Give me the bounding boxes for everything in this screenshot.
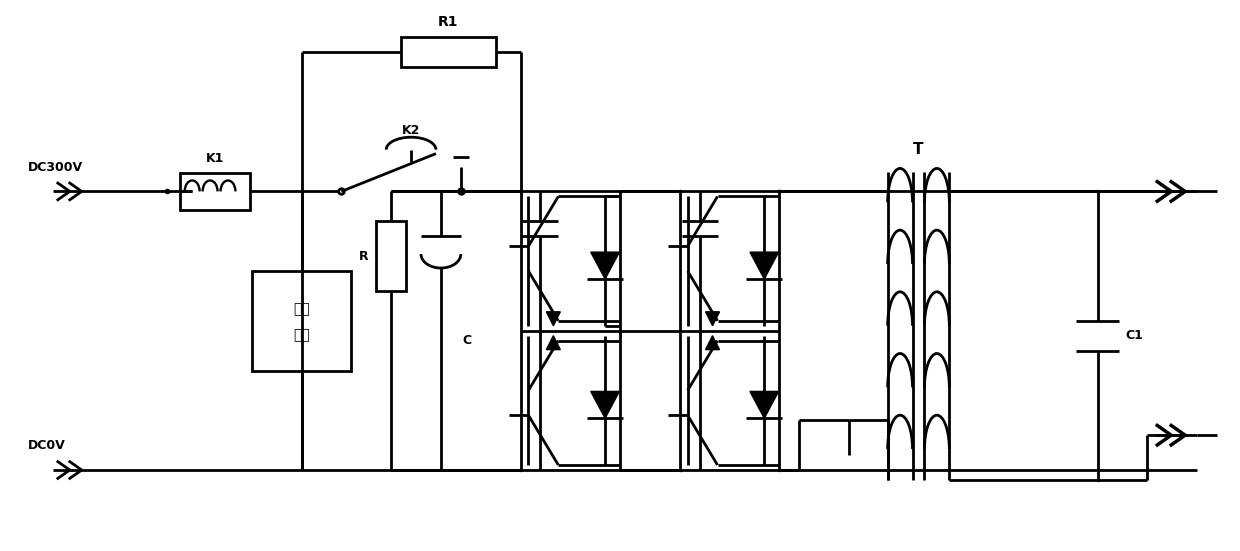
Polygon shape (590, 391, 620, 418)
Bar (252, 271, 351, 370)
Text: DC0V: DC0V (29, 439, 66, 452)
Text: T: T (913, 142, 924, 156)
Text: DC300V: DC300V (29, 160, 83, 174)
Polygon shape (706, 312, 719, 326)
Text: 电路: 电路 (293, 329, 310, 343)
Text: K1: K1 (206, 152, 224, 165)
Polygon shape (750, 252, 779, 279)
Bar (180, 172, 250, 210)
Polygon shape (547, 336, 560, 350)
Polygon shape (750, 391, 779, 418)
Text: K2: K2 (402, 124, 420, 137)
Polygon shape (547, 312, 560, 326)
Text: R1: R1 (438, 15, 459, 29)
Bar (401, 37, 496, 67)
Text: C: C (463, 334, 472, 347)
Polygon shape (590, 252, 620, 279)
Text: 逃变: 逃变 (293, 302, 310, 316)
Bar (376, 222, 405, 291)
Polygon shape (706, 336, 719, 350)
Text: R: R (358, 250, 368, 263)
Text: C1: C1 (1126, 329, 1143, 342)
